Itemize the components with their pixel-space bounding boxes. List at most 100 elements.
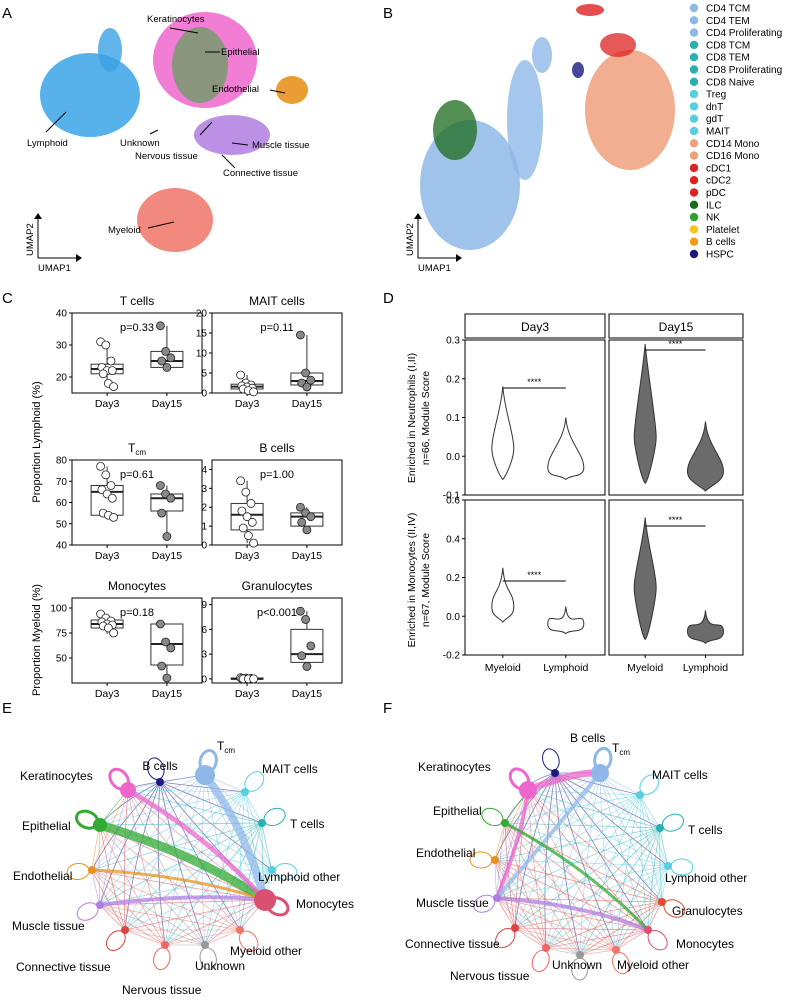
legend-swatch-15	[689, 188, 699, 197]
edge-strong	[201, 772, 269, 902]
node	[120, 782, 136, 798]
node-label: Endothelial	[416, 846, 475, 860]
legend-swatch-6	[689, 77, 699, 87]
legend-swatch-11	[689, 139, 699, 148]
node	[195, 765, 215, 785]
data-point	[301, 615, 311, 624]
edge-strong	[99, 895, 266, 907]
edge	[579, 794, 641, 956]
legend-swatch-19	[689, 237, 699, 246]
panel-c: C Proportion Lymphoid (%) Proportion Mye…	[2, 290, 343, 700]
node-label: Connective tissue	[405, 937, 500, 951]
node-label: B cells	[142, 759, 177, 773]
legend-swatch-9	[689, 114, 699, 123]
plot-frame	[608, 339, 744, 496]
legend-label-9: gdT	[706, 114, 723, 125]
y-tick-label: 40	[56, 541, 68, 552]
legend-label-15: pDC	[706, 188, 726, 199]
legend-label-16: ILC	[706, 200, 722, 211]
legend-label-19: B cells	[706, 237, 735, 248]
edge-strong	[504, 821, 650, 932]
edge	[545, 947, 617, 951]
panel-b-letter: B	[383, 5, 393, 22]
legend-label-2: CD4 Proliferating	[706, 28, 782, 39]
node-label: B cells	[570, 731, 605, 745]
edge-strong	[495, 771, 602, 900]
plot-title: T cells	[120, 294, 154, 308]
edge	[527, 789, 581, 956]
edge	[496, 897, 617, 951]
cluster-hspc	[572, 62, 584, 78]
node	[576, 951, 584, 959]
x-tick-label: Day15	[152, 550, 183, 562]
y-tick-label: 6	[201, 625, 207, 636]
node-label: Nervous tissue	[122, 983, 202, 997]
node	[268, 866, 276, 874]
data-point	[107, 493, 117, 503]
legend-label-0: CD4 TCM	[706, 4, 750, 15]
edge	[91, 869, 206, 946]
node	[121, 926, 129, 934]
node-label: Keratinocytes	[418, 760, 491, 774]
edge	[99, 904, 241, 931]
panel-f: F B cells Tcm MAIT cells T cells Lymphoid ot…	[383, 700, 747, 983]
x-tick-label: Day15	[152, 398, 183, 410]
p-value: p=0.33	[120, 322, 154, 334]
legend-swatch-1	[689, 16, 699, 25]
edge	[99, 789, 129, 906]
panel-a: A Keratinocytes Epithelial Endothelial L…	[2, 5, 310, 274]
data-point	[162, 362, 172, 372]
legend-label-3: CD8 TCM	[706, 40, 750, 51]
edge	[164, 899, 266, 946]
plot-title: Monocytes	[108, 579, 166, 593]
data-point	[301, 368, 311, 378]
plot-frame	[71, 312, 203, 394]
legend-label-7: Treg	[706, 90, 726, 101]
plot-title: Granulocytes	[242, 579, 313, 593]
plot-title: Tcm	[128, 441, 146, 457]
edge	[527, 789, 661, 829]
edge	[91, 781, 161, 871]
edge	[527, 789, 663, 903]
node-label: Connective tissue	[16, 960, 111, 974]
legend-label-14: cDC2	[706, 176, 731, 187]
self-loop	[661, 813, 685, 832]
x-tick-label: Day3	[95, 550, 120, 562]
data-point	[238, 523, 248, 533]
y-tick-label: 50	[56, 519, 68, 530]
network-f: B cells Tcm MAIT cells T cells Lymphoid othe…	[405, 731, 747, 983]
y-tick-label: 20	[56, 373, 68, 384]
y-tick-label: 10	[196, 349, 208, 360]
data-point	[157, 661, 167, 671]
y-tick-label: 1	[201, 522, 207, 533]
self-loop	[531, 949, 550, 973]
violin	[491, 567, 515, 623]
cluster-lymphoid	[40, 53, 140, 137]
y-tick-label: 0.3	[446, 336, 460, 347]
node-label: Granulocytes	[672, 904, 743, 918]
data-point	[161, 346, 171, 356]
data-point	[166, 493, 176, 503]
node-label: T cells	[688, 823, 722, 837]
boxplot-0: T cells p=0.33 20 30 40 Day3 Day15	[56, 294, 203, 410]
violin-plot-2: -0.2 0.0 0.2 0.4 0.6 Myeloid Lymphoid ****	[443, 496, 606, 674]
y-tick-label: 5	[201, 369, 207, 380]
cluster-cd4-arm	[507, 60, 543, 180]
legend-label-4: CD8 TEM	[706, 53, 750, 64]
violin	[686, 421, 724, 492]
self-loop	[153, 947, 171, 970]
data-point	[162, 673, 172, 683]
edge	[127, 789, 206, 946]
violin	[686, 610, 724, 645]
label-epithelial: Epithelial	[221, 47, 260, 58]
x-tick-label: Day3	[235, 550, 260, 562]
edge	[579, 929, 649, 956]
legend-label-8: dnT	[706, 102, 723, 113]
edge	[99, 824, 206, 946]
node	[501, 819, 509, 827]
edge	[494, 859, 547, 949]
y-tick-label: 0.1	[446, 413, 460, 424]
edge-strong	[91, 868, 266, 902]
